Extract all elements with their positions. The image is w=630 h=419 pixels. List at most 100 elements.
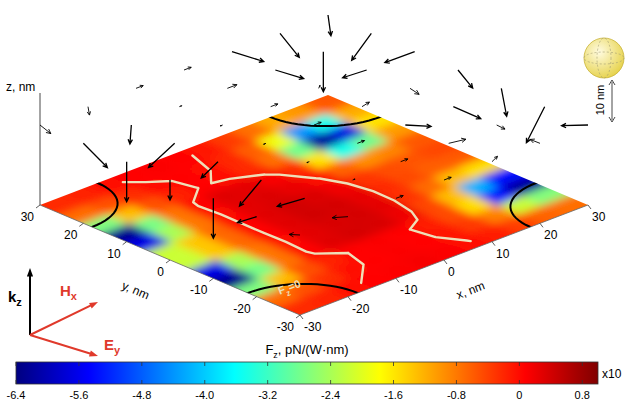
force-arrow [444,177,451,180]
direction-label: Ey [104,336,121,356]
colorbar-tick [141,380,142,384]
y-tick [209,278,213,281]
force-arrow [453,107,480,119]
y-tick-label: 10 [107,247,121,261]
colorbar-tick [78,380,79,384]
force-arrow [227,84,237,88]
force-arrow [275,70,303,79]
force-arrow [307,162,309,163]
x-tick-label: 20 [544,228,558,242]
force-arrow [405,124,431,128]
force-arrow [526,107,544,143]
force-arrow [562,123,588,127]
y-tick-label: 30 [21,210,35,224]
main-text: E [104,336,114,353]
colorbar-tick [393,362,394,366]
force-arrow [40,125,51,134]
main-text: H [60,282,71,299]
colorbar-multiplier: x10 [602,367,622,381]
force-arrow [343,70,367,78]
x-tick-label: -10 [400,283,418,297]
force-arrow [240,180,262,206]
y-tick-label: 20 [64,228,78,242]
force-arrow [264,143,266,144]
sphere-equator [584,52,624,64]
particle-outline [0,64,630,346]
x-tick [540,223,543,227]
direction-label: kz [8,288,22,308]
x-tick-label: -20 [352,302,370,316]
y-tick-label: -10 [190,283,208,297]
x-tick [444,260,447,264]
force-arrow [124,162,128,202]
colorbar-tick-label: 0 [516,389,522,401]
rest-text: , pN/(W·nm) [278,342,349,357]
y-tick-label: 0 [157,265,164,279]
x-tick [492,242,495,246]
force-arrow [401,159,408,162]
force-arrow [83,143,107,167]
force-arrow [211,198,215,238]
force-arrows [40,15,588,238]
force-arrow [362,102,369,107]
y-tick [79,223,83,226]
z-axis-line [40,93,41,205]
colorbar-tick [16,380,17,384]
y-tick [36,205,40,208]
colorbar-tick [582,362,583,366]
y-tick [296,315,300,318]
force-arrow [410,88,419,94]
colorbar-tick [267,380,268,384]
force-arrow [179,106,181,107]
colorbar-tick-label: -4.8 [132,389,151,401]
figure: Fz=0 z, nm -30 -20 -10 0 10 20 30 -30 -20 -10 0 10 20 3… [0,0,630,419]
colorbar-tick-label: -6.4 [7,389,26,401]
force-arrow [149,143,175,167]
force-arrow [501,88,508,116]
force-arrow [271,104,278,107]
axes: z, nm-30-20-100102030-30-20-100102030x, … [6,80,606,334]
colorbar-tick-label: -2.4 [321,389,340,401]
force-arrow [87,107,90,115]
y-tick [166,260,170,263]
force-arrow [237,217,256,224]
force-arrow [497,125,505,129]
colorbar-tick [330,362,331,366]
colorbar-tick-label: -0.8 [447,389,466,401]
force-arrow [128,125,132,144]
colorbar-tick [204,380,205,384]
force-arrow [136,85,143,88]
x-tick-label: 10 [496,247,510,261]
colorbar-tick-label: -1.6 [384,389,403,401]
z-axis-title: z, nm [6,80,35,94]
force-arrow [314,122,321,125]
colorbar-tick-label: -3.2 [258,389,277,401]
sphere-meridian [597,38,611,78]
plot-area [0,64,630,346]
force-arrow [353,179,355,180]
x-tick-label: 30 [592,210,606,224]
x-axis-title: x, nm [454,278,486,302]
colorbar-bar [16,362,598,384]
force-arrow [328,15,332,36]
force-arrow [357,140,364,143]
colorbar-tick [204,362,205,366]
x-axis-line [300,205,588,315]
force-arrow [492,156,498,161]
y-tick-label: -30 [277,320,295,334]
y-tick-label: -20 [233,302,251,316]
x-tick-label: -30 [304,320,322,334]
force-arrow [184,67,191,70]
force-arrow [319,85,320,88]
y-tick [123,242,127,245]
scale-arrow [609,80,615,122]
force-arrow [530,139,540,143]
force-arrow [220,125,222,126]
force-arrow [168,180,172,200]
direction-arrowhead [89,302,98,308]
rest-text: =0 [286,277,302,293]
colorbar-tick [393,380,394,384]
contour-label: Fz=0 [276,277,303,300]
colorbar-tick [582,380,583,384]
colorbar-tick-label: -4.0 [195,389,214,401]
